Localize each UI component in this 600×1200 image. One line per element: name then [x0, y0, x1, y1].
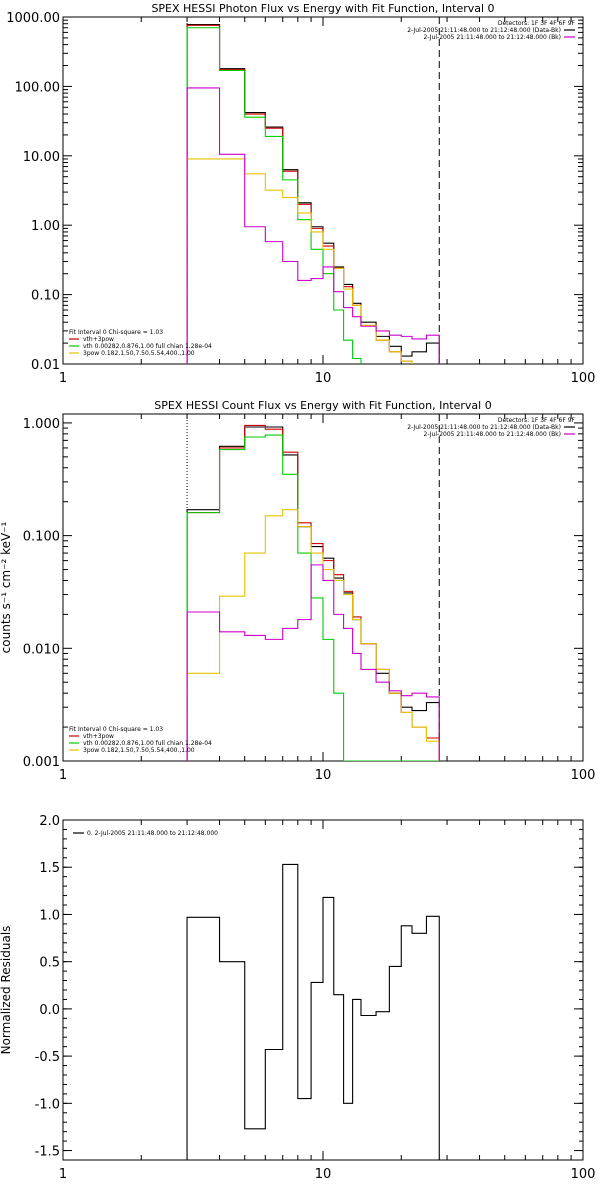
y-tick-label: -0.5 — [35, 1050, 60, 1065]
y-tick-label: 100.00 — [15, 80, 61, 95]
time-interval-label: 2-Jul-2005 21:11:48.000 to 21:12:48.000 … — [423, 431, 561, 438]
data-series-group — [186, 424, 440, 761]
chart-title: SPEX HESSI Photon Flux vs Energy with Fi… — [151, 2, 494, 15]
y-tick-label: 10.00 — [23, 150, 60, 165]
y-axis-label: Normalized Residuals — [0, 926, 13, 1055]
y-axis-label: counts s⁻¹ cm⁻² keV⁻¹ — [0, 521, 13, 653]
series-bk — [186, 87, 440, 364]
fit-legend-header: Fit Interval 0 Chi-square = 1.03 — [69, 329, 163, 336]
chart-panel-2: SPEX HESSI Count Flux vs Energy with Fit… — [0, 399, 595, 783]
fit-legend-entry: 3pow 0.182,1.50,7.50,5.54,400.,1.00 — [83, 747, 195, 754]
fit-legend-entry: vth+3pow — [83, 733, 114, 740]
x-tick-label: 100 — [571, 768, 596, 783]
series-vth-3pow — [186, 24, 440, 364]
y-tick-label: 1000.00 — [6, 11, 60, 26]
x-tick-label: 10 — [315, 371, 332, 386]
x-tick-label: 1 — [59, 1167, 67, 1182]
x-tick-label: 100 — [571, 371, 596, 386]
fit-legend-header: Fit Interval 0 Chi-square = 1.03 — [69, 726, 163, 733]
x-tick-label: 1 — [59, 768, 67, 783]
series-3pow — [186, 509, 440, 761]
plot-frame — [62, 16, 584, 365]
time-interval-label: 2-Jul-2005 21:11:48.000 to 21:12:48.000 … — [423, 34, 561, 41]
x-tick-label: 10 — [315, 768, 332, 783]
series-bk — [186, 564, 440, 761]
chart-title: SPEX HESSI Count Flux vs Energy with Fit… — [154, 399, 491, 412]
series-data-bk — [186, 23, 440, 364]
plot-frame — [62, 819, 584, 1161]
y-tick-label: 1.0 — [39, 908, 60, 923]
series-vth — [186, 27, 440, 364]
y-tick-label: 1.5 — [39, 861, 60, 876]
detectors-label: Detectors: 1F 3F 4F 6F 9F — [498, 20, 576, 27]
data-series-group — [186, 863, 440, 1160]
time-interval-label: 2-Jul-2005 21:11:48.000 to 21:12:48.000 … — [407, 424, 561, 431]
y-tick-label: 0.5 — [39, 956, 60, 971]
y-tick-label: 1.00 — [31, 219, 60, 234]
data-series-group — [186, 23, 440, 364]
y-tick-label: 0.01 — [31, 358, 60, 373]
fit-legend-entry: 3pow 0.182,1.50,7.50,5.54,400.,1.00 — [83, 350, 195, 357]
series-residuals — [186, 863, 440, 1160]
x-tick-label: 100 — [571, 1167, 596, 1182]
y-tick-label: -1.5 — [35, 1145, 60, 1160]
y-tick-label: 1.000 — [23, 417, 60, 432]
series-vth — [186, 434, 440, 761]
fit-legend-entry: vth 0.00282,0.876,1.00 full chian 1.28e-… — [83, 343, 212, 350]
series-3pow — [186, 158, 440, 364]
y-tick-label: 0.001 — [23, 755, 60, 770]
y-tick-label: 2.0 — [39, 814, 60, 829]
x-tick-label: 10 — [315, 1167, 332, 1182]
y-tick-label: 0.010 — [23, 642, 60, 657]
chart-panel-3: 1 10 100 2.0 1.5 1.0 0.5 0.0 -0.5 -1.0 -1.5 Normali… — [0, 814, 595, 1182]
y-tick-label: 0.10 — [31, 289, 60, 304]
chart-panel-1: SPEX HESSI Photon Flux vs Energy with Fi… — [6, 2, 595, 386]
y-tick-label: -1.0 — [35, 1097, 60, 1112]
fit-legend-entry: vth 0.00282,0.876,1.00 full chian 1.28e-… — [83, 740, 212, 747]
plot-frame — [62, 413, 584, 762]
y-tick-label: 0.100 — [23, 530, 60, 545]
time-interval-label: 2-Jul-2005 21:11:48.000 to 21:12:48.000 … — [407, 27, 561, 34]
detectors-label: Detectors: 1F 3F 4F 6F 9F — [498, 417, 576, 424]
residual-legend-entry: 0. 2-Jul-2005 21:11:48.000 to 21:12:48.0… — [87, 830, 218, 837]
x-tick-label: 1 — [59, 371, 67, 386]
y-tick-label: 0.0 — [39, 1003, 60, 1018]
fit-legend-entry: vth+3pow — [83, 336, 114, 343]
